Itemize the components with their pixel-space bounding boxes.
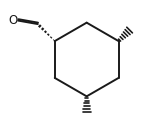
Text: O: O [8, 14, 17, 27]
